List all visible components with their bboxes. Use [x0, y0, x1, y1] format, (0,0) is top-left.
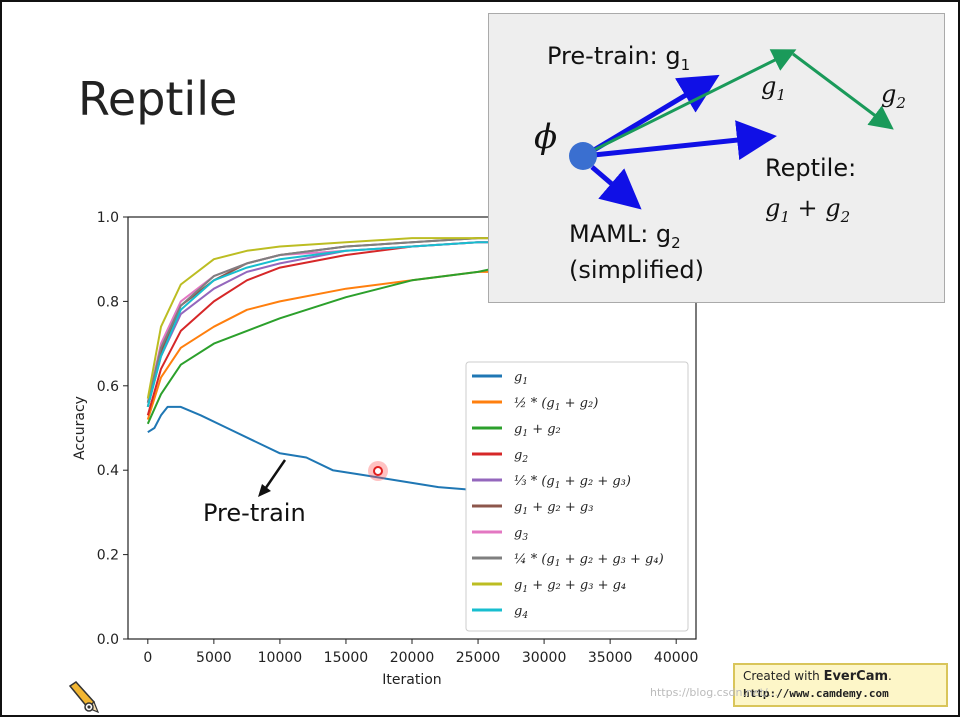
cursor-dot [373, 466, 383, 476]
slide-title: Reptile [78, 72, 238, 126]
csdn-watermark: https://blog.csdn.net/... [650, 686, 779, 699]
x-tick-label: 0 [143, 650, 152, 666]
legend-label: g1 + g₂ [514, 422, 561, 439]
x-tick-label: 40000 [654, 650, 699, 666]
y-tick-label: 0.4 [97, 463, 119, 479]
reptile-arrow [583, 120, 777, 160]
x-axis-label: Iteration [382, 672, 441, 688]
legend-label: g1 [514, 370, 528, 387]
y-tick-label: 0.8 [97, 294, 119, 310]
update-vector-inset: Pre-train: g1 ϕ g1 g2 Reptile: g1 + g2 M… [488, 13, 945, 303]
legend-label: g3 [514, 526, 528, 543]
y-tick-label: 0.6 [97, 379, 119, 395]
pretrain-annotation-arrow [261, 459, 287, 493]
legend-label: g1 + g₂ + g₃ + g₄ [514, 578, 626, 595]
x-tick-label: 5000 [196, 650, 232, 666]
x-tick-label: 25000 [456, 650, 501, 666]
evercam-url: http://www.camdemy.com [743, 687, 889, 700]
pretrain-annotation-arrowhead [258, 484, 271, 497]
update-vector-diagram: Pre-train: g1 ϕ g1 g2 Reptile: g1 + g2 M… [534, 42, 906, 284]
maml-note: (simplified) [569, 256, 704, 284]
series-line [146, 266, 499, 425]
x-tick-label: 20000 [390, 650, 435, 666]
x-tick-label: 15000 [324, 650, 369, 666]
legend-label: g2 [514, 448, 528, 465]
y-tick-label: 0.0 [97, 632, 119, 648]
legend-label: ⅓ * (g1 + g₂ + g₃) [514, 474, 631, 491]
phi-point [569, 142, 597, 170]
evercam-badge: Created with EverCam. http://www.camdemy… [733, 663, 948, 707]
g2-step-label: g2 [881, 80, 906, 112]
series-line [146, 241, 498, 408]
maml-label: MAML: g2 [569, 220, 681, 252]
legend-label: g4 [514, 604, 528, 621]
g1-step-label: g1 [761, 72, 786, 104]
legend-label: ½ * (g1 + g₂) [514, 396, 598, 413]
legend-label: g1 + g₂ + g₃ [514, 500, 593, 517]
x-tick-label: 10000 [258, 650, 303, 666]
y-tick-label: 1.0 [97, 210, 119, 226]
series-line [146, 237, 498, 403]
reptile-label: Reptile: [765, 154, 856, 182]
phi-label: ϕ [534, 117, 557, 157]
x-tick-label: 35000 [588, 650, 633, 666]
maml-arrow [590, 165, 642, 210]
pretrain-label: Pre-train: g1 [547, 42, 690, 74]
x-tick-label: 30000 [522, 650, 567, 666]
y-axis-label: Accuracy [72, 396, 88, 460]
series-line [146, 237, 498, 399]
reptile-expression: g1 + g2 [765, 194, 850, 226]
y-tick-label: 0.2 [97, 548, 119, 564]
g1-step-arrow [585, 49, 797, 156]
g2-step-arrow [792, 52, 894, 130]
pencil-icon [68, 681, 100, 714]
pretrain-annotation: Pre-train [203, 499, 306, 527]
legend-box [465, 361, 689, 632]
legend-label: ¼ * (g1 + g₂ + g₃ + g₄) [514, 552, 664, 569]
